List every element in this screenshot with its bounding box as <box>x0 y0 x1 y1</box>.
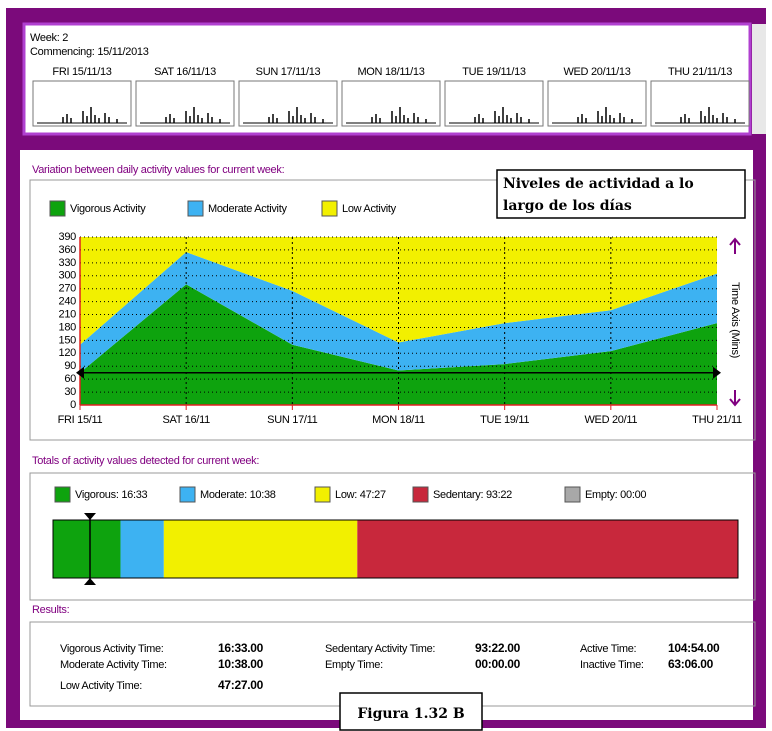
day-label: FRI 15/11/13 <box>52 66 111 78</box>
scrollbar[interactable] <box>752 24 766 134</box>
x-tick-label: FRI 15/11 <box>58 414 103 426</box>
area <box>80 252 717 373</box>
legend-swatch <box>179 486 196 503</box>
result-label: Sedentary Activity Time: <box>325 643 435 655</box>
commencing-label: Commencing: 15/11/2013 <box>30 46 149 58</box>
result-value: 10:38.00 <box>218 657 264 671</box>
day-strip: FRI 15/11/13 SAT 16/11/13 SUN 17/11/13 MON … <box>32 66 750 127</box>
bar-segment <box>120 520 164 578</box>
annotation-box <box>496 169 746 219</box>
y-tick-label: 270 <box>59 283 77 295</box>
result-value: 104:54.00 <box>668 641 720 655</box>
section-heading: Variation between daily activity values … <box>32 164 285 176</box>
legend-swatch <box>54 486 71 503</box>
y-axis-label: Time Axis (Mins) <box>729 282 741 358</box>
cursor-handle <box>84 513 96 520</box>
y-tick-label: 150 <box>59 334 77 346</box>
legend-swatch <box>321 200 338 217</box>
arrow-up <box>729 237 741 254</box>
legend-swatch <box>412 486 429 503</box>
y-tick-label: 30 <box>64 386 76 398</box>
x-tick-label: THU 21/11 <box>692 414 742 426</box>
result-value: 00:00.00 <box>475 657 521 671</box>
legend-swatch <box>564 486 581 503</box>
legend-swatch <box>187 200 204 217</box>
area-chart: Vigorous Activity Moderate Activity Low Ac… <box>49 200 742 426</box>
day-thumbnail <box>650 80 750 127</box>
day-thumbnail <box>341 80 441 127</box>
bar-segment <box>357 520 738 578</box>
reference-handle <box>713 366 721 379</box>
cursor-handle <box>84 578 96 585</box>
day-label: TUE 19/11/13 <box>462 66 526 78</box>
bar-segment <box>163 520 358 578</box>
result-label: Moderate Activity Time: <box>60 659 167 671</box>
y-tick-label: 240 <box>59 296 77 308</box>
arrow-down <box>729 390 741 407</box>
y-tick-label: 330 <box>59 257 77 269</box>
day-label: MON 18/11/13 <box>357 66 424 78</box>
reference-handle <box>76 366 84 379</box>
day-thumbnail <box>444 80 544 127</box>
x-tick-label: TUE 19/11 <box>480 414 529 426</box>
y-tick-label: 60 <box>64 373 76 385</box>
day-thumbnail <box>547 80 647 127</box>
caption-box <box>339 692 483 731</box>
y-tick-label: 90 <box>64 360 76 372</box>
day-label: SAT 16/11/13 <box>154 66 216 78</box>
annotation: largo de los días <box>503 198 632 214</box>
legend-label: Moderate Activity <box>208 203 287 215</box>
result-label: Empty Time: <box>325 659 383 671</box>
legend-swatch <box>314 486 331 503</box>
section-heading: Totals of activity values detected for c… <box>32 455 259 467</box>
legend-label: Low Activity <box>342 203 397 215</box>
result-value: 16:33.00 <box>218 641 264 655</box>
main-panel <box>20 150 753 720</box>
x-tick-label: MON 18/11 <box>372 414 425 426</box>
legend-label: Vigorous: 16:33 <box>75 489 148 501</box>
y-tick-label: 390 <box>59 231 77 243</box>
legend-label: Moderate: 10:38 <box>200 489 276 501</box>
annotation: Niveles de actividad a lo <box>503 176 694 192</box>
legend-label: Vigorous Activity <box>70 203 146 215</box>
result-value: 47:27.00 <box>218 678 264 692</box>
x-tick-label: WED 20/11 <box>584 414 637 426</box>
day-thumbnail <box>32 80 132 127</box>
bar-outline <box>52 519 739 579</box>
y-tick-label: 210 <box>59 308 77 320</box>
legend-label: Empty: 00:00 <box>585 489 646 501</box>
x-tick-label: SAT 16/11 <box>162 414 210 426</box>
day-thumbnail <box>135 80 235 127</box>
result-label: Inactive Time: <box>580 659 644 671</box>
x-tick-label: SUN 17/11 <box>267 414 317 426</box>
y-tick-label: 360 <box>59 244 77 256</box>
result-label: Active Time: <box>580 643 637 655</box>
day-thumbnail <box>238 80 338 127</box>
group-box <box>29 472 756 601</box>
area <box>80 237 717 345</box>
y-tick-label: 180 <box>59 321 77 333</box>
bar-segment <box>53 520 121 578</box>
legend-label: Sedentary: 93:22 <box>433 489 512 501</box>
caption: Figura 1.32 B <box>357 706 465 722</box>
results: Vigorous Activity Time: 16:33.00 Moderate … <box>60 641 720 692</box>
result-label: Low Activity Time: <box>60 680 142 692</box>
day-label: SUN 17/11/13 <box>256 66 321 78</box>
legend-label: Low: 47:27 <box>335 489 386 501</box>
day-label: WED 20/11/13 <box>563 66 630 78</box>
legend-swatch <box>49 200 66 217</box>
result-value: 93:22.00 <box>475 641 521 655</box>
y-tick-label: 120 <box>59 347 77 359</box>
bar-chart: Vigorous: 16:33 Moderate: 10:38 Low: 47:27… <box>52 486 739 585</box>
week-label: Week: 2 <box>30 32 68 44</box>
result-label: Vigorous Activity Time: <box>60 643 164 655</box>
section-heading: Results: <box>32 604 70 616</box>
result-value: 63:06.00 <box>668 657 714 671</box>
y-tick-label: 0 <box>70 399 76 411</box>
area <box>80 284 717 405</box>
group-box <box>29 179 756 441</box>
day-label: THU 21/11/13 <box>668 66 732 78</box>
y-tick-label: 300 <box>59 270 77 282</box>
